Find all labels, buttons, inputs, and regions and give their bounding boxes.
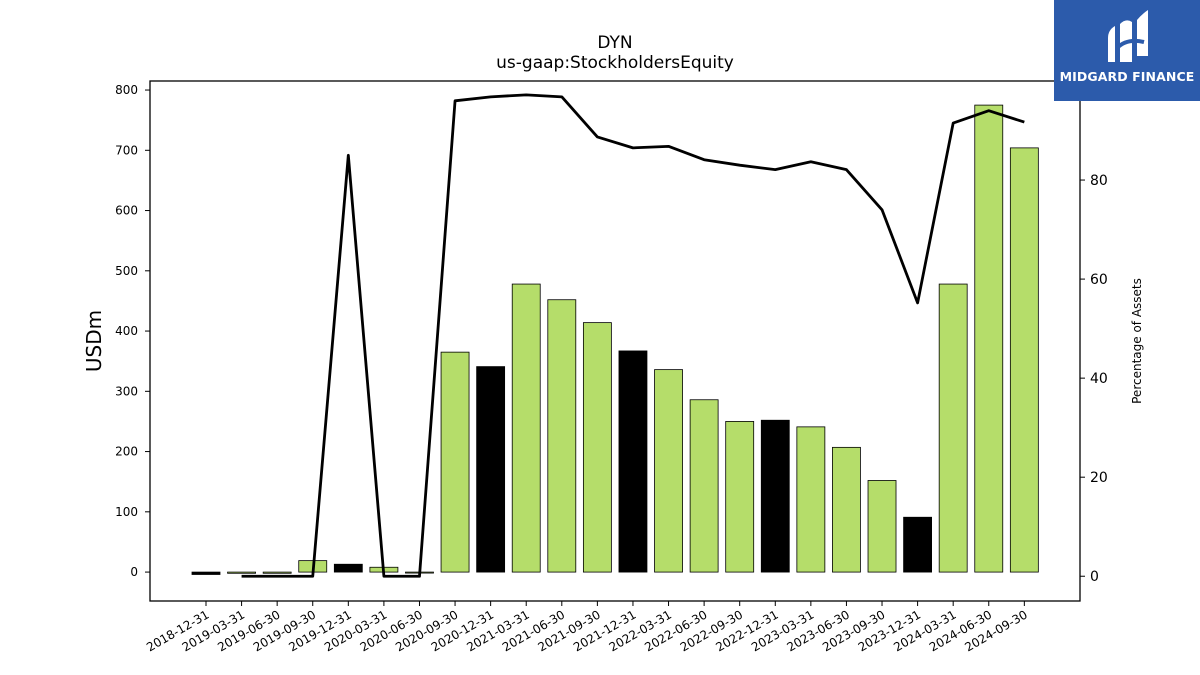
bar-2022-09-30 xyxy=(725,421,755,573)
bar-2021-03-31 xyxy=(511,283,541,573)
y2-axis-label: Percentage of Assets xyxy=(1130,278,1144,404)
plot-frame xyxy=(149,80,1081,602)
bar-2020-09-30 xyxy=(440,351,470,573)
x-axis-ticks: 2018-12-312019-03-312019-06-302019-09-30… xyxy=(144,601,1030,654)
bar-2019-06-30 xyxy=(262,571,292,574)
bar-2022-03-31 xyxy=(654,369,683,573)
bar-series xyxy=(191,104,1039,575)
y-tick-label: 400 xyxy=(115,324,138,338)
chart-title: DYN xyxy=(597,33,632,53)
y2-tick-label: 80 xyxy=(1090,173,1108,189)
midgard-finance-logo: MIDGARD FINANCE xyxy=(1054,0,1200,101)
bar-2023-03-31 xyxy=(796,426,826,573)
bar-2023-06-30 xyxy=(832,446,861,573)
bar-2018-12-31 xyxy=(191,571,221,575)
bar-2022-06-30 xyxy=(689,399,719,573)
y-tick-label: 200 xyxy=(115,445,138,459)
y2-axis-ticks: 0 20 40 60 80 xyxy=(1080,173,1108,585)
bar-2024-06-30 xyxy=(974,104,1004,573)
bar-2024-09-30 xyxy=(1009,147,1039,573)
y-tick-label: 300 xyxy=(115,384,138,398)
chart-subtitle: us-gaap:StockholdersEquity xyxy=(496,53,734,73)
logo-text: MIDGARD FINANCE xyxy=(1059,69,1195,84)
bar-2023-09-30 xyxy=(867,480,897,573)
bar-2019-12-31 xyxy=(333,563,363,573)
bar-2021-09-30 xyxy=(582,322,612,573)
bar-2023-12-31 xyxy=(903,516,932,573)
y-tick-label: 800 xyxy=(115,83,138,97)
y-tick-label: 600 xyxy=(115,204,138,218)
y2-tick-label: 40 xyxy=(1090,371,1108,387)
y-axis-ticks: 0 100 200 300 400 500 600 700 800 xyxy=(115,83,150,579)
y-tick-label: 0 xyxy=(130,565,138,579)
bar-2019-03-31 xyxy=(227,571,256,574)
y-tick-label: 100 xyxy=(115,505,138,519)
y2-tick-label: 60 xyxy=(1090,272,1108,288)
y2-tick-label: 20 xyxy=(1090,470,1108,486)
bar-2024-03-31 xyxy=(938,283,968,573)
y-tick-label: 500 xyxy=(115,264,138,278)
midgard-logo-icon xyxy=(1108,10,1148,62)
bar-2021-06-30 xyxy=(547,299,577,573)
y2-tick-label: 0 xyxy=(1090,569,1099,585)
bar-2021-12-31 xyxy=(618,350,648,573)
percentage-of-assets-line xyxy=(241,93,1025,578)
line-series xyxy=(241,93,1025,578)
y-axis-label: USDm xyxy=(82,310,106,372)
bar-2022-12-31 xyxy=(760,419,790,573)
bar-2020-12-31 xyxy=(476,366,506,573)
y-tick-label: 700 xyxy=(115,143,138,157)
